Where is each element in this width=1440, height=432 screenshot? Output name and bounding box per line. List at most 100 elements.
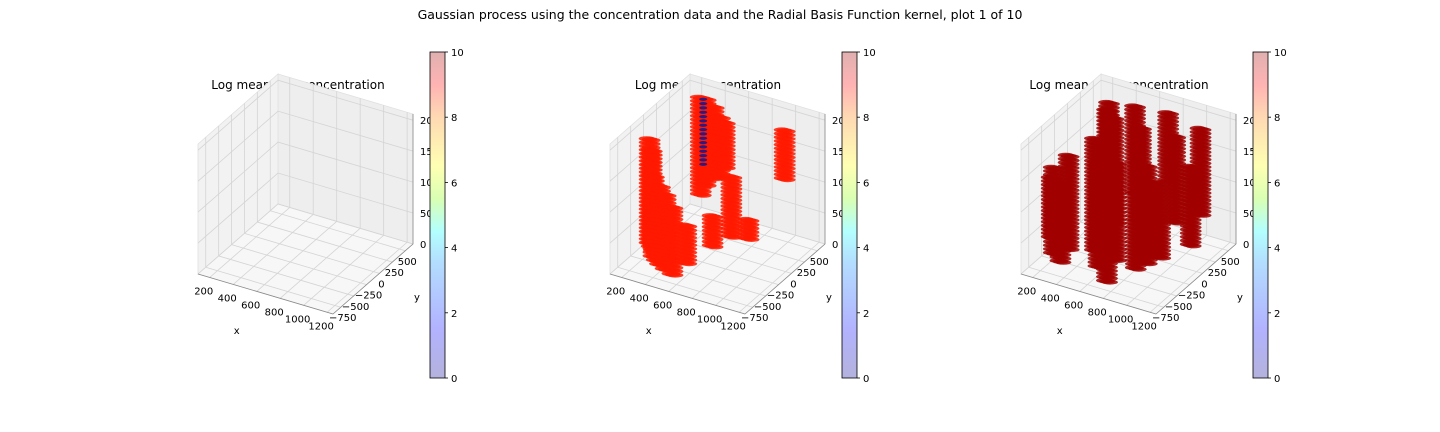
y-tick-label: 0 xyxy=(378,279,384,290)
data-point-low xyxy=(699,106,708,110)
data-point xyxy=(726,175,743,181)
data-point xyxy=(726,190,743,196)
data-point xyxy=(1135,141,1152,147)
y-axis-label: y xyxy=(414,293,420,304)
z-tick-label: 0 xyxy=(1243,240,1249,251)
data-point xyxy=(1130,252,1147,257)
data-point xyxy=(1102,108,1119,114)
y-axis-line xyxy=(1155,243,1237,315)
data-point xyxy=(719,121,736,127)
data-point xyxy=(1130,116,1146,121)
data-point xyxy=(1185,236,1202,242)
z-tick-label: 200 xyxy=(1243,116,1262,127)
data-point xyxy=(667,272,684,278)
data-point xyxy=(707,240,724,246)
y-gridline xyxy=(257,221,393,263)
data-point xyxy=(1130,211,1147,217)
y-axis-line xyxy=(744,243,826,315)
data-point xyxy=(1101,209,1118,215)
data-point xyxy=(707,226,724,231)
data-point xyxy=(726,194,743,200)
z-tick-label: 0 xyxy=(420,240,426,251)
data-point xyxy=(1135,126,1152,132)
data-point xyxy=(743,218,760,224)
x-gridline xyxy=(715,235,796,306)
z-tick-label: 200 xyxy=(832,116,851,127)
data-point xyxy=(681,250,698,256)
data-point xyxy=(1101,268,1118,274)
data-point xyxy=(779,166,796,171)
data-point xyxy=(1130,108,1146,114)
data-point-low xyxy=(699,123,708,127)
data-point xyxy=(1130,222,1147,228)
data-point xyxy=(719,151,736,156)
data-point xyxy=(1170,142,1187,148)
data-point xyxy=(708,109,725,115)
y-tick-label: −250 xyxy=(355,291,382,302)
data-point xyxy=(1101,238,1118,244)
data-point xyxy=(1185,187,1202,193)
data-point xyxy=(1063,176,1080,182)
x-gridline xyxy=(326,241,408,313)
data-point xyxy=(681,231,698,237)
data-point xyxy=(1185,213,1202,219)
x-tick-label: 600 xyxy=(653,300,672,311)
data-point xyxy=(1135,156,1152,162)
data-point xyxy=(1055,204,1072,210)
data-point xyxy=(695,189,712,195)
data-point xyxy=(1089,145,1106,150)
subplot-lower-bound: Log mean - 2σ concentration 200400600800… xyxy=(168,44,598,394)
colorbar-tick-label: 0 xyxy=(863,374,869,385)
colorbar-tick-label: 6 xyxy=(863,178,869,189)
data-point xyxy=(1048,166,1065,172)
z-gridline xyxy=(197,172,414,244)
data-point xyxy=(1155,200,1172,205)
data-point xyxy=(1155,211,1172,217)
z-tick-label: 100 xyxy=(1243,178,1262,189)
y-tick-label: 500 xyxy=(1221,257,1240,268)
x-tick-label: 200 xyxy=(606,286,625,297)
data-point xyxy=(648,178,665,184)
data-point xyxy=(1155,233,1172,239)
data-point xyxy=(681,242,698,248)
x-tick-label: 400 xyxy=(1041,293,1060,304)
y-tick-label: 0 xyxy=(790,279,796,290)
y-tick-label: 0 xyxy=(1201,279,1207,290)
colorbar-tick-label: 10 xyxy=(1274,48,1287,59)
data-point xyxy=(779,140,796,145)
data-point xyxy=(1093,168,1110,174)
data-point xyxy=(681,235,698,241)
x-gridline xyxy=(256,221,337,292)
data-point xyxy=(707,218,724,224)
data-point xyxy=(681,228,698,233)
data-point-low xyxy=(699,136,708,140)
data-point xyxy=(1110,172,1127,178)
data-point-low xyxy=(699,119,708,123)
data-point xyxy=(1135,152,1152,158)
x-gridline xyxy=(209,207,291,278)
data-point xyxy=(726,179,743,185)
z-gridline xyxy=(609,79,826,151)
data-point xyxy=(1055,230,1072,236)
data-point xyxy=(1195,161,1212,166)
data-point xyxy=(726,197,743,203)
colorbar-fill xyxy=(429,51,446,379)
data-point xyxy=(1110,187,1127,193)
data-point xyxy=(707,233,724,239)
data-point-low xyxy=(699,145,708,149)
z-tick-label: 50 xyxy=(1243,209,1256,220)
data-point xyxy=(726,205,743,211)
data-point xyxy=(779,132,796,138)
x-tick-label: 400 xyxy=(218,293,237,304)
data-point xyxy=(719,158,736,164)
z-tick-label: 0 xyxy=(832,240,838,251)
y-axis-line xyxy=(332,243,414,315)
data-point xyxy=(726,235,743,240)
z-gridline xyxy=(1020,79,1237,151)
y-tick-label: −750 xyxy=(329,313,356,324)
data-point xyxy=(779,155,796,160)
data-point xyxy=(726,216,743,222)
data-point xyxy=(1101,231,1118,237)
data-point-low xyxy=(699,154,708,158)
data-point xyxy=(667,265,684,271)
